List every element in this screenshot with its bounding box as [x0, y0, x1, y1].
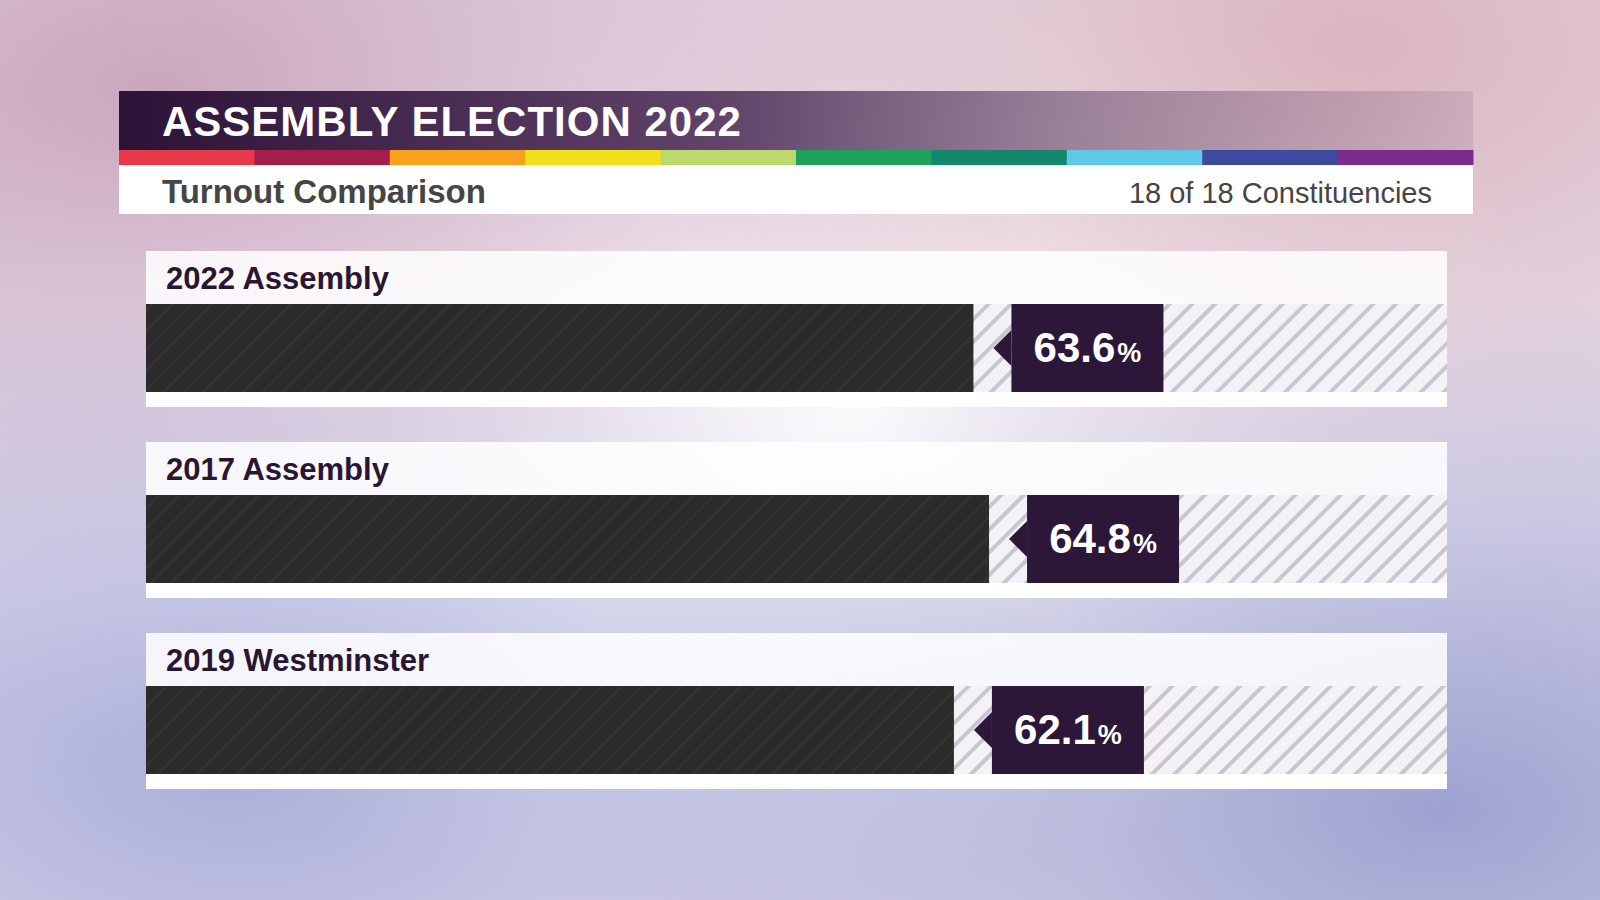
category-label: 2017 Assembly	[166, 452, 390, 487]
rainbow-strip	[390, 150, 526, 165]
rainbow-strip	[1067, 150, 1203, 165]
label-box	[1027, 495, 1179, 583]
bar-track	[146, 495, 1447, 583]
axis-line	[146, 392, 1447, 407]
label-strip	[146, 251, 1447, 304]
data-label: 63.6%	[1034, 324, 1142, 371]
bars	[146, 304, 989, 774]
category-label: 2019 Westminster	[166, 643, 429, 678]
annotation: 18 of 18 Constituencies	[1129, 177, 1432, 209]
label-box	[992, 686, 1144, 774]
data-label-group: 62.1%	[974, 686, 1144, 774]
category-label: 2022 Assembly	[166, 261, 390, 296]
subtitle: Turnout Comparison	[162, 173, 486, 210]
data-label-group: 64.8%	[1009, 495, 1179, 583]
axis-line	[146, 583, 1447, 598]
rainbow-strip	[119, 150, 255, 165]
rainbow-strip	[796, 150, 932, 165]
data-label: 64.8%	[1049, 515, 1157, 562]
bar-track	[146, 304, 1447, 392]
data-label: 62.1%	[1014, 706, 1122, 753]
rainbow-strip	[1338, 150, 1474, 165]
rainbow-strip	[931, 150, 1067, 165]
rainbow-strip	[661, 150, 797, 165]
bar	[146, 495, 989, 583]
label-pointer	[1009, 521, 1027, 557]
bar	[146, 686, 954, 774]
label-pointer	[974, 712, 992, 748]
label-box	[1011, 304, 1163, 392]
bar	[146, 304, 973, 392]
subtitle-bar	[119, 165, 1473, 214]
rainbow-strip	[254, 150, 390, 165]
chart: ASSEMBLY ELECTION 2022 Turnout Comparison…	[0, 0, 1600, 900]
rainbow-strip	[525, 150, 661, 165]
rainbow-strip	[1202, 150, 1338, 165]
label-pointer	[993, 330, 1011, 366]
label-strip	[146, 442, 1447, 495]
label-strip	[146, 633, 1447, 686]
title-bar	[119, 91, 1473, 150]
data-label-group: 63.6%	[993, 304, 1163, 392]
axis-line	[146, 774, 1447, 789]
bar-track	[146, 686, 1447, 774]
title: ASSEMBLY ELECTION 2022	[162, 98, 742, 145]
